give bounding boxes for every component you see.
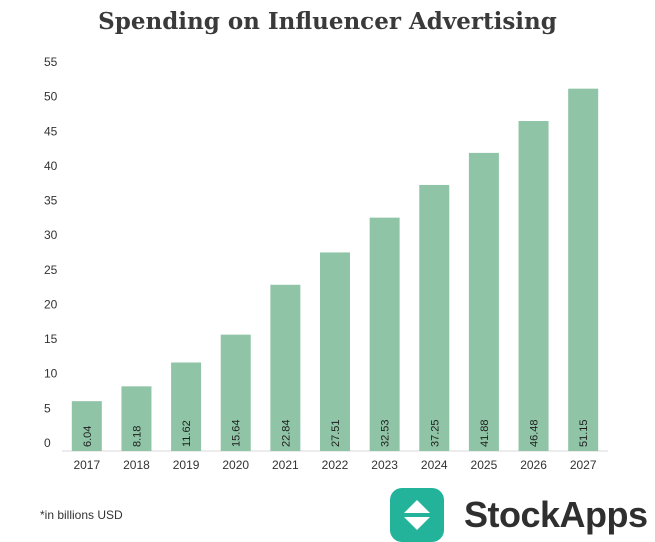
y-axis: 0 5 10 15 20 25 30 35 40 45 50 55 — [44, 55, 58, 450]
bar-2018 — [121, 386, 152, 451]
value-label: 37.25 — [429, 419, 441, 447]
y-tick-label: 40 — [44, 159, 58, 173]
value-label: 32.53 — [380, 419, 392, 447]
value-label: 15.64 — [231, 419, 243, 447]
y-tick-label: 15 — [44, 332, 58, 346]
bar-2017 — [71, 401, 102, 451]
value-label: 41.88 — [479, 419, 491, 447]
x-tick-label: 2021 — [272, 458, 299, 472]
x-tick-label: 2027 — [570, 458, 597, 472]
value-label: 11.62 — [181, 420, 193, 447]
brand-name: StockApps — [464, 494, 648, 535]
y-tick-label: 30 — [44, 228, 58, 242]
chart-title: Spending on Influencer Advertising — [98, 8, 557, 35]
bars: 6.04 8.18 11.62 15.64 22.84 27.51 32.53 37.25 41… — [71, 88, 599, 452]
y-tick-label: 25 — [44, 263, 58, 277]
bar-2025 — [468, 152, 499, 452]
bar-2023 — [369, 217, 400, 451]
bar-2020 — [220, 334, 251, 451]
x-axis: 2017 2018 2019 2020 2021 2022 2023 2024 2025 2026… — [73, 458, 596, 472]
x-tick-label: 2018 — [123, 458, 150, 472]
y-tick-label: 35 — [44, 194, 58, 208]
bar-2019 — [171, 362, 202, 451]
y-tick-label: 10 — [44, 367, 58, 381]
y-tick-label: 5 — [44, 401, 51, 415]
value-label: 8.18 — [131, 426, 143, 447]
brand-logo: StockApps — [390, 488, 648, 542]
bar-2026 — [518, 121, 549, 452]
bar-2027 — [568, 88, 599, 452]
x-tick-label: 2023 — [371, 458, 398, 472]
y-tick-label: 50 — [44, 90, 58, 104]
up-down-arrows-icon — [390, 488, 444, 542]
x-tick-label: 2026 — [520, 458, 547, 472]
x-tick-label: 2017 — [73, 458, 100, 472]
x-tick-label: 2022 — [322, 458, 349, 472]
y-tick-label: 20 — [44, 297, 58, 311]
y-tick-label: 55 — [44, 55, 58, 69]
y-tick-label: 45 — [44, 124, 58, 138]
x-tick-label: 2024 — [421, 458, 448, 472]
value-label: 27.51 — [330, 419, 342, 447]
bar-2024 — [419, 184, 450, 451]
bar-2022 — [320, 252, 350, 451]
value-label: 6.04 — [82, 426, 94, 447]
value-label: 51.15 — [578, 419, 590, 447]
value-label: 22.84 — [280, 419, 292, 447]
value-label: 46.48 — [529, 419, 541, 447]
x-tick-label: 2025 — [471, 458, 498, 472]
x-tick-label: 2020 — [222, 458, 249, 472]
x-tick-label: 2019 — [173, 458, 200, 472]
footnote: *in billions USD — [40, 508, 123, 522]
y-tick-label: 0 — [44, 436, 51, 450]
bar-2021 — [270, 284, 301, 451]
